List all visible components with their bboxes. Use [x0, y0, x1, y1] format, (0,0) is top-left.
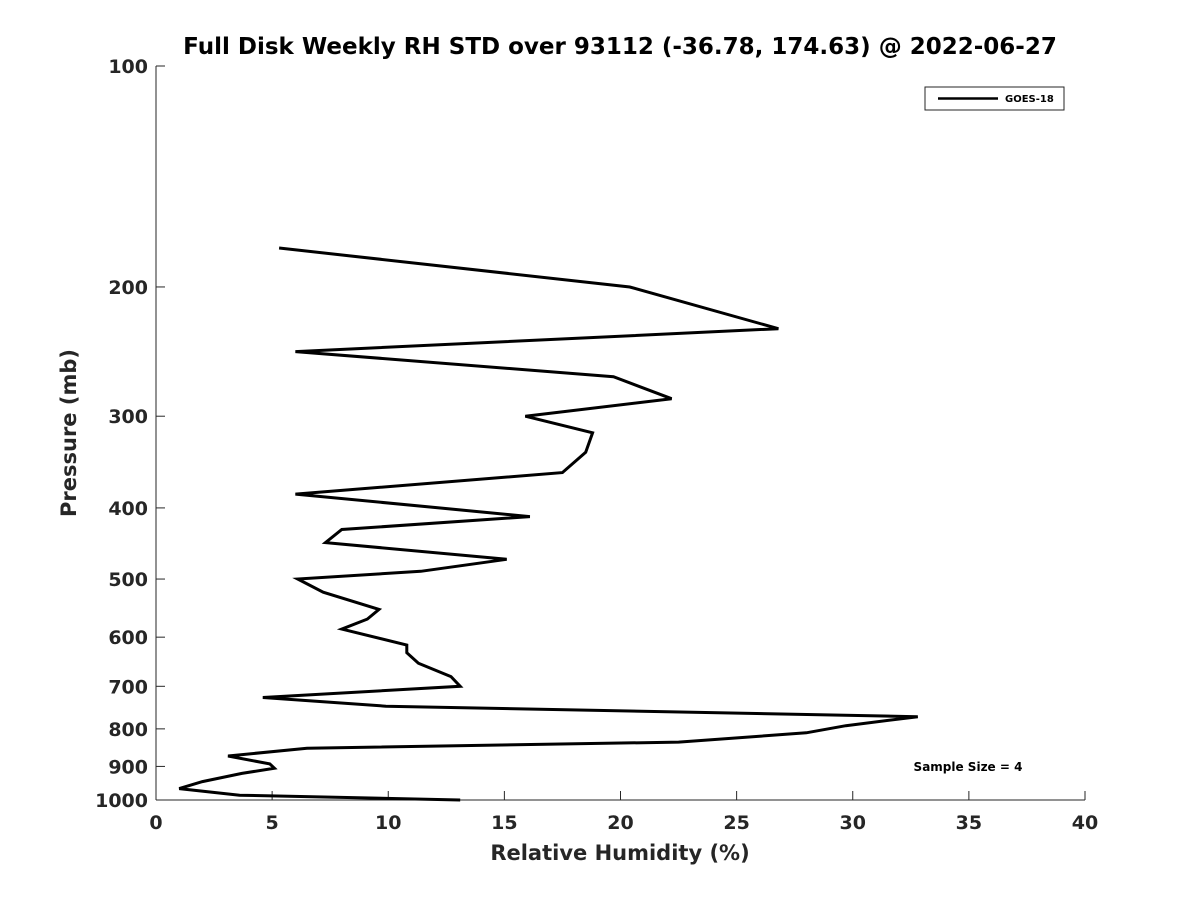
y-axis-label: Pressure (mb) — [57, 349, 81, 517]
y-tick-label: 1000 — [95, 790, 148, 812]
x-tick-label: 5 — [266, 812, 279, 834]
x-tick-label: 10 — [375, 812, 401, 834]
y-tick-label: 700 — [108, 676, 148, 698]
chart-title: Full Disk Weekly RH STD over 93112 (-36.… — [183, 34, 1057, 60]
y-tick-label: 600 — [108, 627, 148, 649]
y-tick-label: 300 — [108, 406, 148, 428]
legend: GOES-18 — [924, 86, 1065, 111]
series-layer — [178, 246, 918, 802]
y-tick-label: 800 — [108, 719, 148, 741]
y-tick-label: 200 — [108, 277, 148, 299]
y-tick-label: 400 — [108, 498, 148, 520]
x-tick-label: 40 — [1072, 812, 1098, 834]
x-tick-label: 30 — [840, 812, 866, 834]
sample-size-annotation: Sample Size = 4 — [914, 760, 1023, 774]
x-tick-label: 25 — [723, 812, 749, 834]
y-tick-label: 100 — [108, 56, 148, 78]
axes — [155, 66, 1085, 801]
x-tick-label: 15 — [491, 812, 517, 834]
legend-entry-label: GOES-18 — [1005, 94, 1054, 105]
y-ticks: 100 200 300 400 500 600 700 800 900 1000 — [95, 56, 165, 812]
x-ticks: 0 5 10 15 20 25 30 35 40 — [149, 791, 1098, 834]
y-tick-label: 900 — [108, 756, 148, 778]
x-tick-label: 35 — [956, 812, 982, 834]
x-tick-label: 0 — [149, 812, 162, 834]
y-tick-label: 500 — [108, 569, 148, 591]
x-axis-label: Relative Humidity (%) — [490, 841, 749, 865]
series-line-0 — [178, 246, 918, 802]
x-tick-label: 20 — [607, 812, 633, 834]
